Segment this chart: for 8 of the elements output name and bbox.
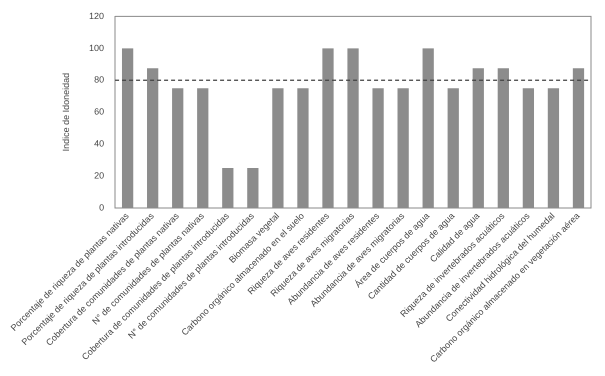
y-tick-label: 100: [89, 42, 104, 53]
y-tick-label: 120: [89, 10, 104, 21]
y-tick-label: 60: [94, 106, 104, 117]
y-axis-title: Indice de Idoneidad: [61, 72, 72, 152]
y-tick-label: 20: [94, 170, 104, 180]
y-tick-label: 80: [94, 74, 104, 85]
y-tick-label: 40: [94, 138, 104, 149]
y-tick-label: 0: [99, 202, 104, 212]
